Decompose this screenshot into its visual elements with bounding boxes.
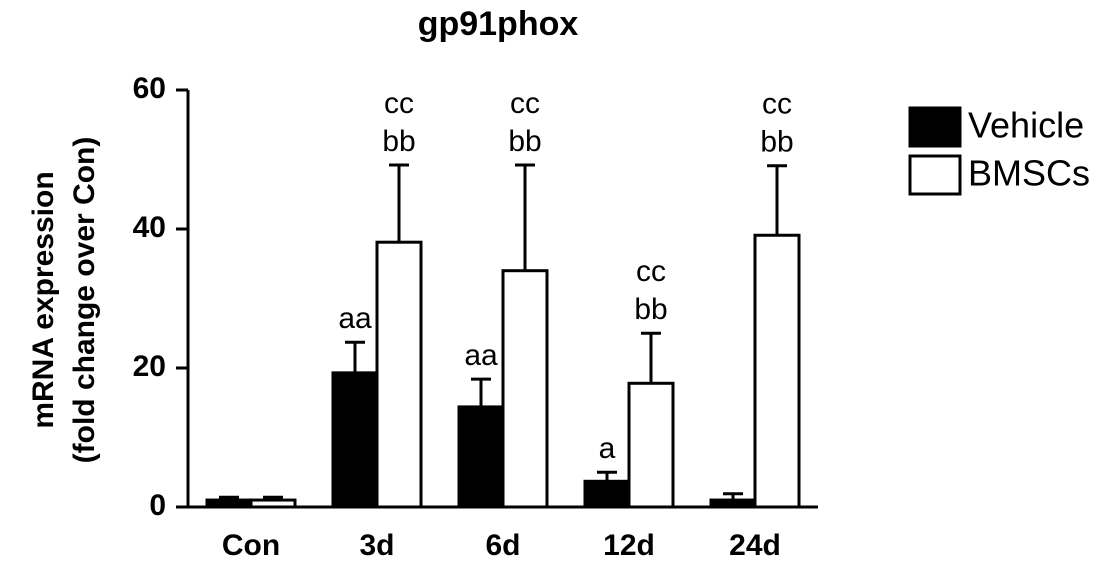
y-tick-label: 60 (133, 72, 166, 105)
bar (249, 498, 297, 509)
legend-swatch (908, 154, 962, 196)
bar (753, 233, 801, 509)
y-axis-label: mRNA expression (27, 171, 60, 428)
bar (583, 479, 631, 509)
x-tick-label: 12d (603, 529, 655, 562)
x-tick-label: 24d (729, 529, 781, 562)
y-axis-label: (fold change over Con) (68, 137, 101, 464)
significance-label: cc (510, 87, 540, 120)
significance-label: cc (762, 88, 792, 121)
legend-label: BMSCs (968, 153, 1090, 194)
significance-label: cc (384, 87, 414, 120)
significance-label: a (599, 432, 616, 465)
y-tick-label: 40 (133, 211, 166, 244)
significance-label: cc (636, 255, 666, 288)
bar (375, 240, 423, 509)
bar (501, 269, 549, 509)
legend-swatch (908, 106, 962, 148)
bar (457, 405, 505, 509)
bar (205, 498, 253, 509)
significance-label: aa (338, 302, 372, 335)
x-tick-label: Con (222, 529, 280, 562)
bar (709, 498, 757, 509)
chart-title: gp91phox (418, 5, 579, 43)
significance-label: bb (634, 293, 667, 326)
x-tick-label: 6d (485, 529, 520, 562)
y-tick-label: 0 (149, 489, 166, 522)
significance-label: bb (508, 125, 541, 158)
significance-label: bb (760, 126, 793, 159)
bar (627, 381, 675, 509)
bar (331, 371, 379, 509)
significance-label: bb (382, 125, 415, 158)
x-tick-label: 3d (359, 529, 394, 562)
legend-label: Vehicle (968, 105, 1084, 146)
y-tick-label: 20 (133, 350, 166, 383)
significance-label: aa (464, 339, 498, 372)
